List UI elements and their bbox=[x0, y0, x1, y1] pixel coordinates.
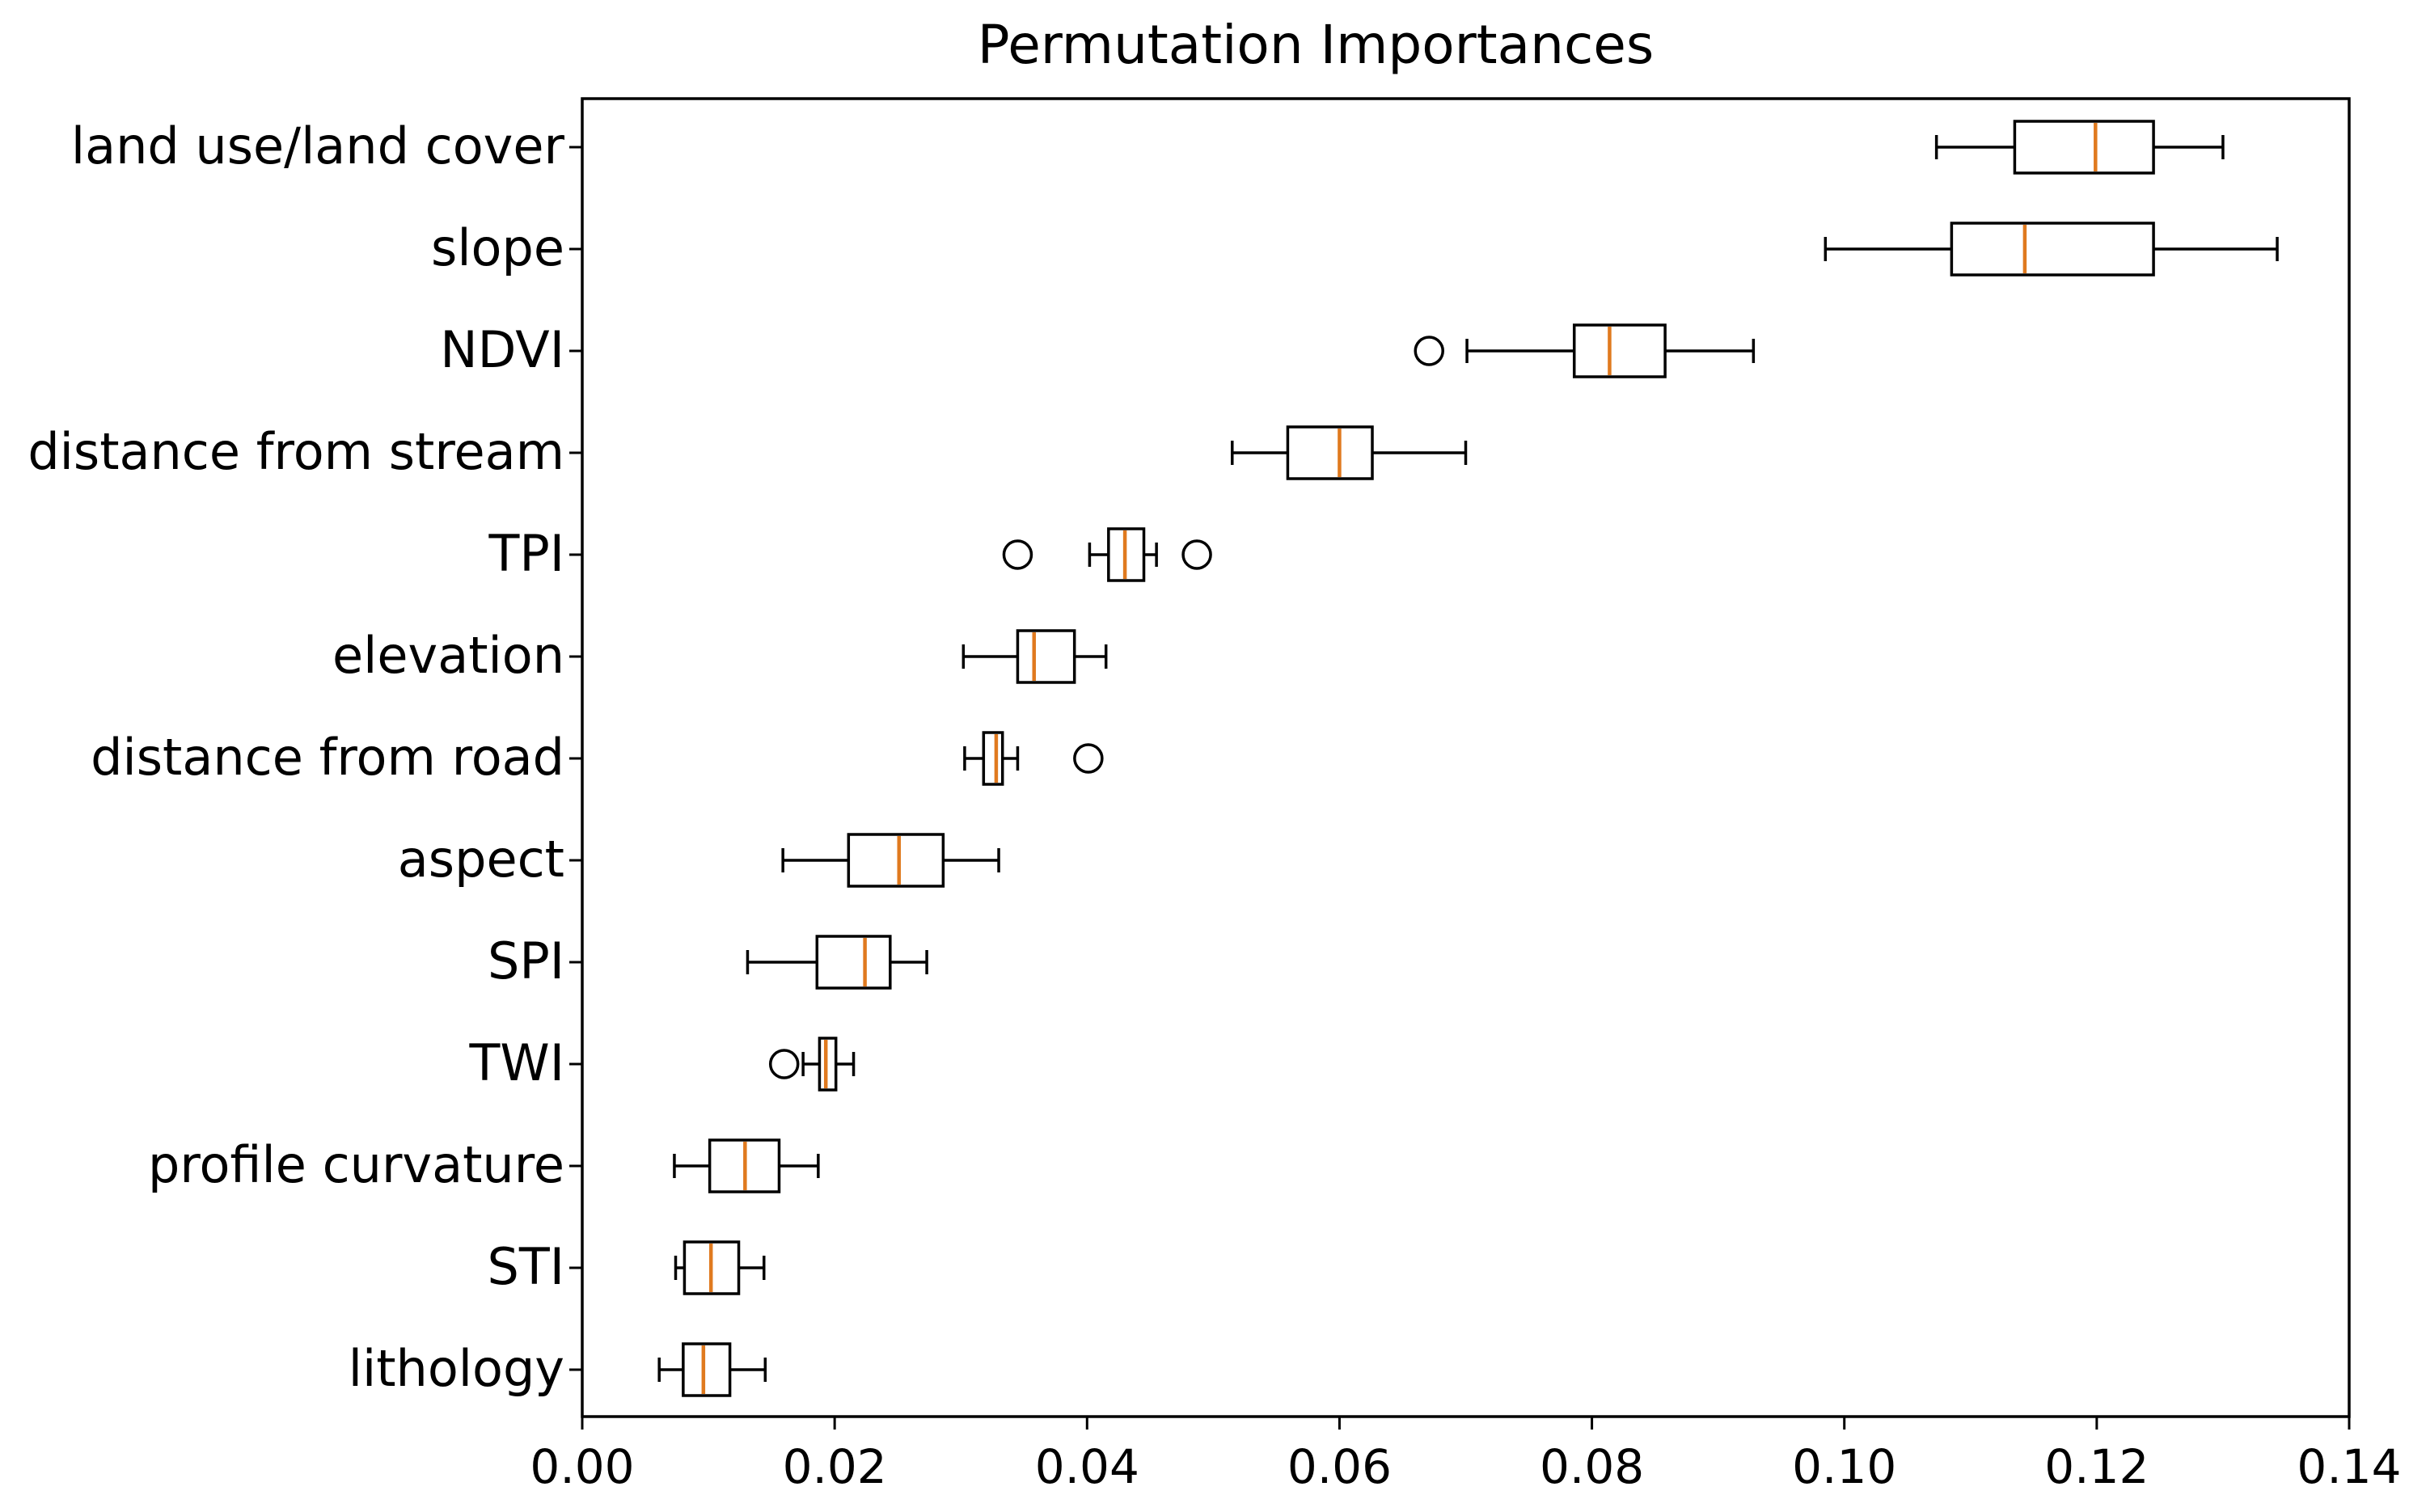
box-land-use-land-cover bbox=[1934, 120, 2225, 175]
box-tpi bbox=[1002, 527, 1212, 582]
x-tick-label: 0.14 bbox=[2297, 1439, 2401, 1494]
box-ndvi bbox=[1414, 323, 1756, 378]
iqr-box bbox=[982, 731, 1004, 786]
outlier-point bbox=[1414, 336, 1444, 366]
y-tick-label-twi: TWI bbox=[469, 1033, 564, 1092]
y-tick-label-profile-curvature: profile curvature bbox=[148, 1135, 564, 1194]
iqr-box bbox=[1107, 527, 1146, 582]
y-tick-label-sti: STI bbox=[487, 1237, 564, 1296]
y-tick-label-land-use-land-cover: land use/land cover bbox=[71, 116, 565, 175]
box-distance-from-stream bbox=[1231, 425, 1468, 480]
box-slope bbox=[1824, 222, 2279, 277]
x-tick-label: 0.06 bbox=[1287, 1439, 1392, 1494]
iqr-box bbox=[682, 1342, 732, 1397]
iqr-box bbox=[683, 1240, 741, 1295]
iqr-box bbox=[818, 1037, 838, 1092]
y-axis: land use/land cover slope NDVI distance fro… bbox=[27, 116, 582, 1398]
iqr-box bbox=[708, 1138, 781, 1193]
chart-title: Permutation Importances bbox=[978, 14, 1654, 76]
iqr-box bbox=[815, 935, 892, 990]
iqr-box bbox=[1572, 323, 1667, 378]
iqr-box bbox=[2013, 120, 2155, 175]
box-lithology bbox=[657, 1342, 767, 1397]
iqr-box bbox=[1286, 425, 1374, 480]
boxes bbox=[657, 120, 2279, 1397]
box-distance-from-road bbox=[963, 731, 1104, 786]
box-profile-curvature bbox=[673, 1138, 820, 1193]
outlier-point bbox=[768, 1049, 800, 1079]
box-aspect bbox=[781, 833, 1000, 888]
box-twi bbox=[768, 1037, 856, 1092]
y-tick-label-lithology: lithology bbox=[349, 1339, 564, 1398]
x-tick-label: 0.08 bbox=[1540, 1439, 1644, 1494]
x-tick-label: 0.10 bbox=[1792, 1439, 1896, 1494]
x-tick-label: 0.04 bbox=[1035, 1439, 1139, 1494]
box-elevation bbox=[961, 629, 1108, 684]
outlier-point bbox=[1073, 743, 1104, 774]
outlier-point bbox=[1002, 539, 1033, 570]
y-tick-label-ndvi: NDVI bbox=[440, 320, 564, 379]
iqr-box bbox=[1016, 629, 1076, 684]
x-tick-label: 0.12 bbox=[2044, 1439, 2149, 1494]
plot-area bbox=[581, 97, 2351, 1418]
x-axis: 0.00 0.02 0.04 0.06 0.08 0.10 0.12 0.14 bbox=[530, 1417, 2402, 1494]
y-tick-label-tpi: TPI bbox=[488, 524, 564, 583]
y-tick-label-elevation: elevation bbox=[332, 626, 564, 685]
y-tick-label-aspect: aspect bbox=[398, 830, 564, 889]
box-spi bbox=[746, 935, 928, 990]
y-tick-label-distance-from-road: distance from road bbox=[91, 728, 564, 787]
y-tick-label-spi: SPI bbox=[488, 931, 564, 990]
x-tick-label: 0.00 bbox=[530, 1439, 634, 1494]
x-tick-label: 0.02 bbox=[783, 1439, 887, 1494]
iqr-box bbox=[847, 833, 945, 888]
box-sti bbox=[674, 1240, 766, 1295]
y-tick-label-slope: slope bbox=[431, 218, 564, 277]
iqr-box bbox=[1950, 222, 2155, 277]
y-tick-label-distance-from-stream: distance from stream bbox=[27, 422, 564, 481]
outlier-point bbox=[1181, 539, 1212, 570]
